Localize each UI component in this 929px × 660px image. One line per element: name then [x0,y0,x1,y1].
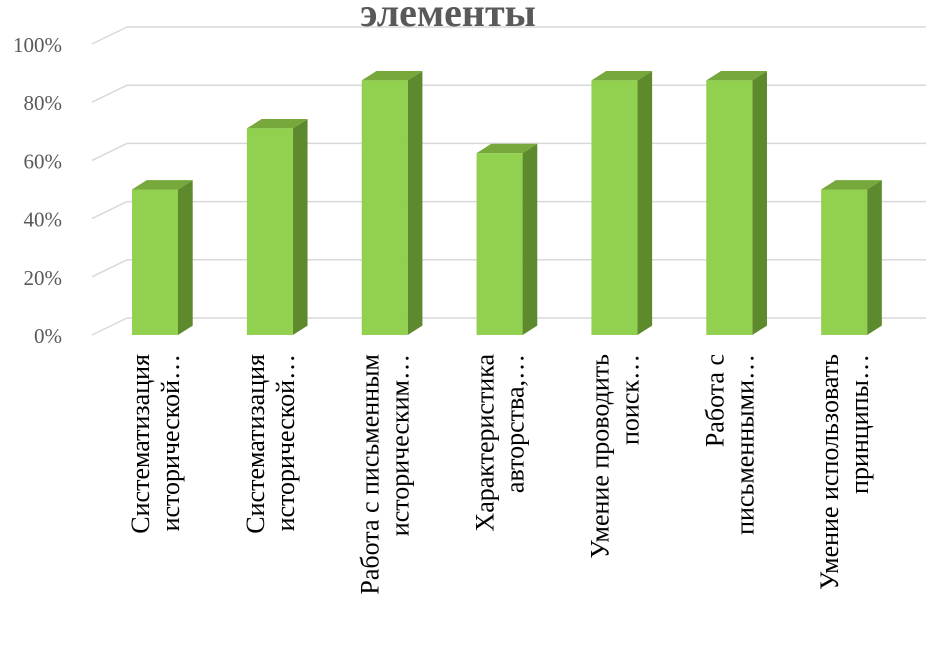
bar [706,71,767,336]
y-tick-label: 100% [13,33,62,57]
x-category-line: Характеристика [471,354,500,532]
bar-front [591,80,638,335]
bar-front [361,80,408,335]
x-category-line: историческим… [386,354,415,536]
x-category-line: исторической… [271,354,300,531]
gridline-depth [91,84,128,103]
gridline-depth [91,142,128,162]
x-category-label: Умение проводить поиск… [585,354,644,559]
x-category-line: письменными… [730,354,759,535]
bar-side [407,71,423,336]
y-tick-label: 20% [24,266,63,290]
x-category-label: Систематизация исторической… [241,354,300,534]
chart-title: элементы [360,0,536,35]
bar-side [752,71,767,336]
x-category-label: Умение использовать принципы… [815,354,874,590]
bar-front [476,153,523,335]
bar-top [706,71,767,81]
x-category-line: поиск… [615,354,644,445]
bar-side [522,143,538,335]
bar-top [132,180,193,190]
bar-side [867,180,882,335]
x-category-line: Работа с письменным [356,354,385,595]
bar [246,119,308,335]
bar-front [132,189,178,335]
gridline-depth [91,200,128,220]
bar-front [821,189,868,335]
bar-front [246,128,293,335]
bar-front [706,80,753,335]
x-category-line: Умение проводить [585,354,614,559]
gridline-depth [91,317,128,336]
y-tick-label: 80% [24,91,63,115]
x-category-label: Систематизация исторической… [126,354,185,534]
bar [821,180,882,335]
gridline-depth [91,259,128,278]
bar-side [178,180,193,335]
bar [132,180,193,335]
y-tick-label: 0% [34,324,62,348]
y-axis-ticks: 0% 20% 40% 60% 80% 100% [13,33,62,348]
bars [132,71,882,336]
bar [476,143,538,335]
x-category-line: авторства,… [501,354,530,493]
y-tick-label: 60% [24,149,63,173]
bar-top [591,71,653,81]
x-category-label: Характеристика авторства,… [471,354,530,532]
x-category-line: Работа с [700,354,729,447]
gridline-depth [91,26,128,45]
bar [361,71,423,336]
x-category-line: Систематизация [241,354,270,534]
bar-side [637,71,653,336]
bar-side [292,119,308,335]
bar-top [246,119,308,129]
y-tick-label: 40% [24,208,63,232]
bar-top [476,143,538,154]
x-category-line: принципы… [845,354,874,494]
x-category-label: Работа с письменным историческим… [356,354,415,595]
x-category-label: Работа с письменными… [700,354,759,535]
x-axis-categories: Систематизация исторической… Систематизаци… [126,354,874,595]
bar-top [821,180,882,190]
bar [591,71,653,336]
x-category-line: Систематизация [126,354,155,534]
x-category-line: Умение использовать [815,354,844,590]
x-category-line: исторической… [156,354,185,531]
bar-top [361,71,423,81]
